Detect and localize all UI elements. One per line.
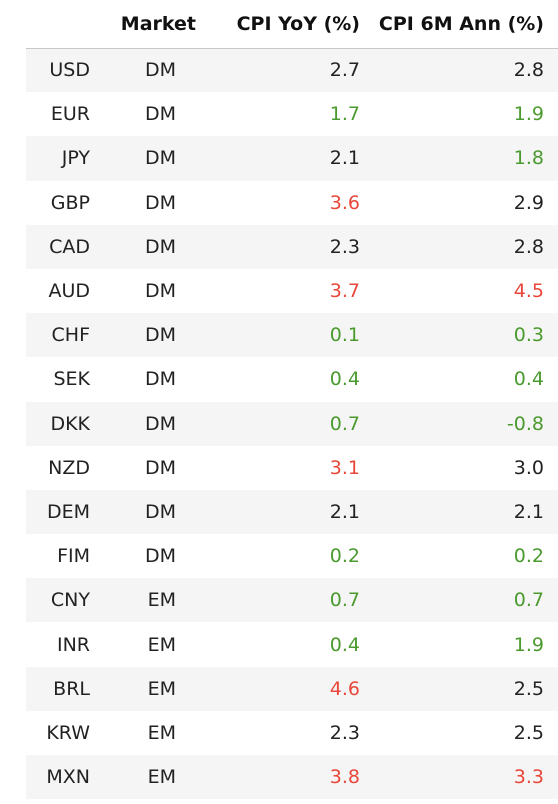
table-row: SEK DM 0.4 0.4 xyxy=(26,357,558,402)
table-row: CNY EM 0.7 0.7 xyxy=(26,578,558,623)
cell-currency: INR xyxy=(56,633,90,656)
cell-market: DM xyxy=(144,59,176,82)
cell-market: EM xyxy=(147,766,176,789)
cell-cpi-yoy: 4.6 xyxy=(329,677,360,700)
cell-market: DM xyxy=(144,103,176,126)
cell-cpi-6m-ann: 1.9 xyxy=(513,103,544,126)
cell-market: DM xyxy=(144,456,176,479)
cell-cpi-yoy: 2.1 xyxy=(329,500,360,523)
table-row: DKK DM 0.7 -0.8 xyxy=(26,401,558,446)
cell-currency: SEK xyxy=(53,368,90,391)
cell-market: EM xyxy=(147,677,176,700)
cell-cpi-yoy: 3.1 xyxy=(329,456,360,479)
header-currency xyxy=(26,0,104,49)
cell-cpi-6m-ann: 2.8 xyxy=(513,235,544,258)
cell-cpi-yoy: 3.8 xyxy=(329,766,360,789)
cell-cpi-yoy: 0.1 xyxy=(329,324,360,347)
cell-cpi-6m-ann: -0.8 xyxy=(506,412,544,435)
table-row: USD DM 2.7 2.8 xyxy=(26,48,558,93)
cell-cpi-6m-ann: 2.8 xyxy=(513,59,544,82)
cell-market: DM xyxy=(144,280,176,303)
cpi-table: Market CPI YoY (%) CPI 6M Ann (%) USD DM 2… xyxy=(26,0,558,800)
cell-cpi-yoy: 3.6 xyxy=(329,191,360,214)
cell-cpi-yoy: 1.7 xyxy=(329,103,360,126)
cell-market: DM xyxy=(144,324,176,347)
table-row: DEM DM 2.1 2.1 xyxy=(26,489,558,535)
table-row: CAD DM 2.3 2.8 xyxy=(26,224,558,269)
cell-cpi-6m-ann: 0.3 xyxy=(513,324,544,347)
cell-market: DM xyxy=(144,191,176,214)
cell-currency: CNY xyxy=(50,589,90,612)
table-body: USD DM 2.7 2.8 EUR DM 1.7 1.9 JPY DM 2.1 1.8 GBP DM 3.… xyxy=(26,48,558,800)
cell-cpi-6m-ann: 2.5 xyxy=(513,721,544,744)
cell-market: DM xyxy=(144,412,176,435)
cell-currency: DEM xyxy=(46,500,90,523)
cell-cpi-yoy: 0.7 xyxy=(329,589,360,612)
header-cpi-yoy: CPI YoY (%) xyxy=(204,0,374,49)
cell-market: EM xyxy=(147,633,176,656)
cpi-table-container: Market CPI YoY (%) CPI 6M Ann (%) USD DM 2… xyxy=(26,0,558,800)
cell-currency: EUR xyxy=(50,103,90,126)
cell-cpi-6m-ann: 2.9 xyxy=(513,191,544,214)
cell-cpi-6m-ann: 2.1 xyxy=(513,500,544,523)
table-row: JPY DM 2.1 1.8 xyxy=(26,136,558,181)
cell-market: DM xyxy=(144,500,176,523)
table-row: KRW EM 2.3 2.5 xyxy=(26,710,558,755)
table-row: EUR DM 1.7 1.9 xyxy=(26,92,558,137)
table-row: FIM DM 0.2 0.2 xyxy=(26,534,558,579)
header-cpi-6m-ann: CPI 6M Ann (%) xyxy=(374,0,558,49)
cell-cpi-6m-ann: 0.7 xyxy=(513,589,544,612)
cell-cpi-6m-ann: 3.0 xyxy=(513,456,544,479)
table-row: CHF DM 0.1 0.3 xyxy=(26,313,558,358)
cell-cpi-6m-ann: 1.8 xyxy=(513,147,544,170)
cell-cpi-yoy: 2.3 xyxy=(329,235,360,258)
cell-market: DM xyxy=(144,147,176,170)
cell-market: DM xyxy=(144,545,176,568)
cell-cpi-6m-ann: 3.3 xyxy=(513,766,544,789)
cell-cpi-yoy: 2.1 xyxy=(329,147,360,170)
header-row: Market CPI YoY (%) CPI 6M Ann (%) xyxy=(26,0,558,49)
cell-market: EM xyxy=(147,589,176,612)
table-row: INR EM 0.4 1.9 xyxy=(26,622,558,667)
cell-currency: KRW xyxy=(46,721,90,744)
cell-cpi-6m-ann: 0.4 xyxy=(513,368,544,391)
cell-cpi-yoy: 2.3 xyxy=(329,721,360,744)
cell-market: EM xyxy=(147,721,176,744)
cell-cpi-6m-ann: 0.2 xyxy=(513,545,544,568)
cell-cpi-yoy: 3.7 xyxy=(329,280,360,303)
cell-currency: FIM xyxy=(57,545,90,568)
table-row: MXN EM 3.8 3.3 xyxy=(26,755,558,800)
cell-cpi-6m-ann: 2.5 xyxy=(513,677,544,700)
cell-currency: JPY xyxy=(61,147,90,170)
header-market: Market xyxy=(104,0,204,49)
cell-cpi-yoy: 0.7 xyxy=(329,412,360,435)
cell-cpi-6m-ann: 4.5 xyxy=(513,280,544,303)
cell-market: DM xyxy=(144,368,176,391)
cell-cpi-6m-ann: 1.9 xyxy=(513,633,544,656)
cell-market: DM xyxy=(144,235,176,258)
cell-cpi-yoy: 2.7 xyxy=(329,59,360,82)
cell-currency: MXN xyxy=(46,766,90,789)
table-row: NZD DM 3.1 3.0 xyxy=(26,445,558,490)
table-row: AUD DM 3.7 4.5 xyxy=(26,268,558,314)
cell-currency: CHF xyxy=(51,324,90,347)
table-header: Market CPI YoY (%) CPI 6M Ann (%) xyxy=(26,0,558,49)
cell-currency: CAD xyxy=(49,235,90,258)
cell-currency: BRL xyxy=(53,677,90,700)
cell-cpi-yoy: 0.4 xyxy=(329,368,360,391)
cell-cpi-yoy: 0.2 xyxy=(329,545,360,568)
cell-currency: GBP xyxy=(50,191,90,214)
cell-currency: DKK xyxy=(50,412,90,435)
table-row: BRL EM 4.6 2.5 xyxy=(26,666,558,711)
cell-currency: AUD xyxy=(48,280,90,303)
cell-currency: USD xyxy=(49,59,90,82)
cell-cpi-yoy: 0.4 xyxy=(329,633,360,656)
cell-currency: NZD xyxy=(48,456,90,479)
table-row: GBP DM 3.6 2.9 xyxy=(26,180,558,225)
